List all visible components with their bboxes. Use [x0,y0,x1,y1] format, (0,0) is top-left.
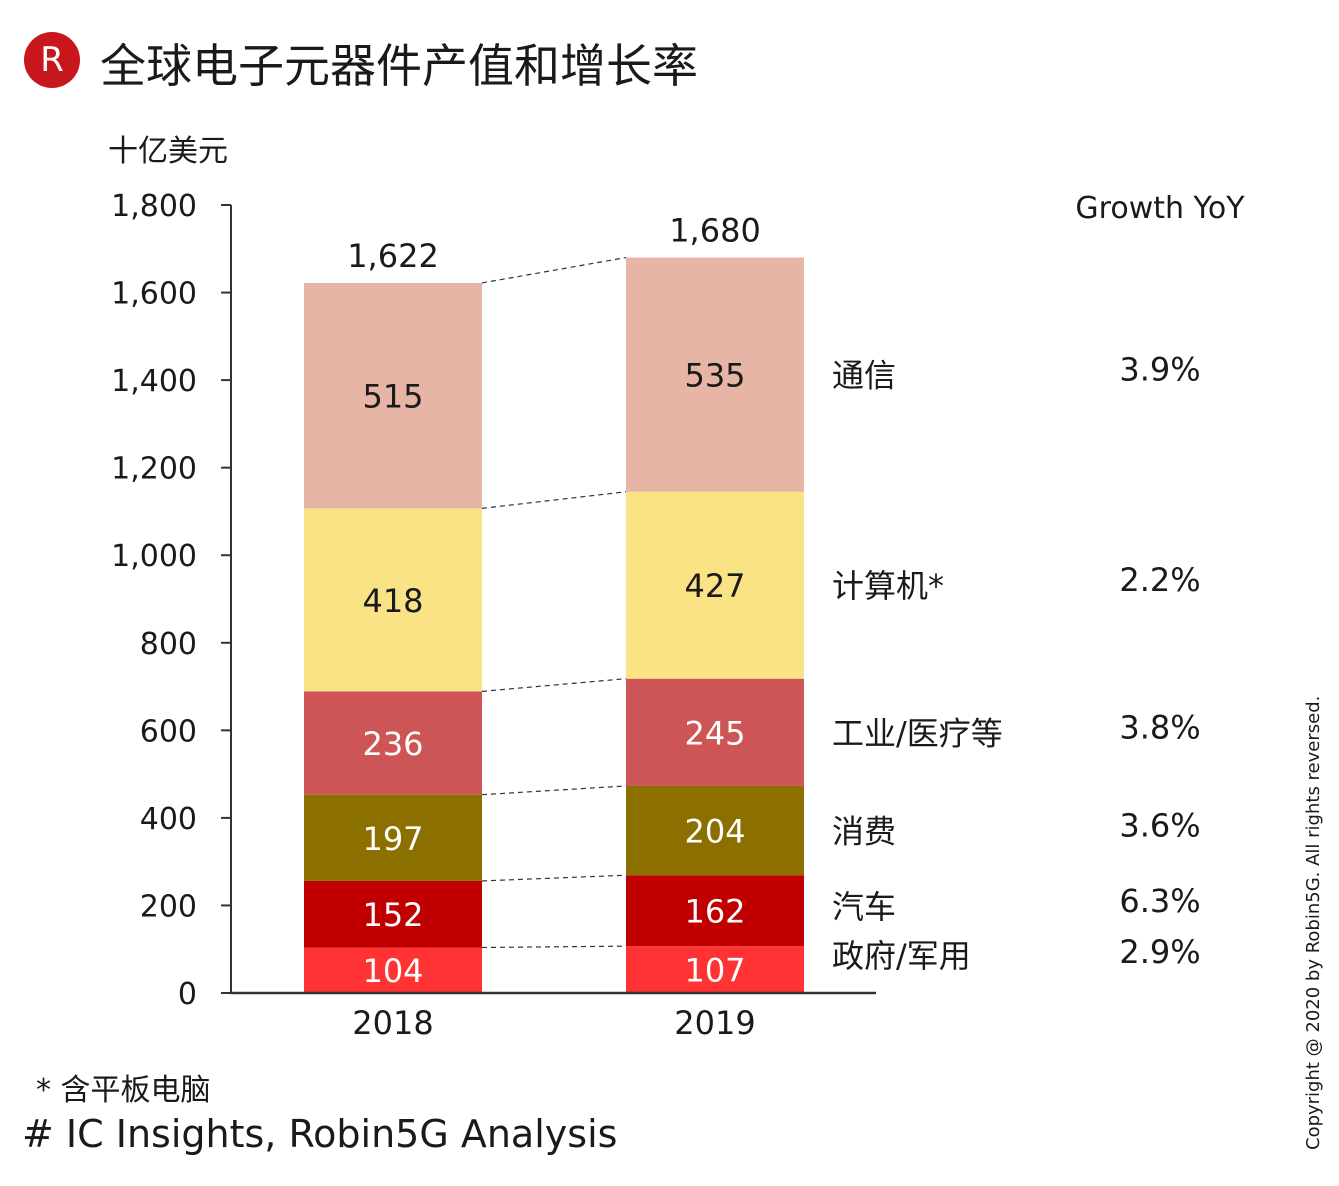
bar-segment [626,946,804,993]
y-tick-label: 600 [140,714,197,749]
x-tick-label: 2019 [674,1004,755,1042]
series-label: 汽车 [832,888,896,926]
bar-segment [626,875,804,947]
growth-value: 2.2% [1119,561,1200,599]
brand-logo: R [24,32,80,88]
data-label: 418 [362,582,423,620]
series-label: 政府/军用 [832,937,971,975]
bar-segment [304,508,482,692]
y-tick-label: 0 [178,977,197,1012]
data-label: 535 [684,357,745,395]
data-label: 204 [684,813,745,851]
y-tick-label: 800 [140,627,197,662]
bar-segment [304,282,482,509]
growth-value: 6.3% [1119,882,1200,920]
y-tick-label: 1,200 [111,452,197,487]
growth-value: 3.8% [1119,708,1200,746]
y-tick-label: 1,400 [111,364,197,399]
connector-line [481,785,627,796]
y-axis-unit-label: 十亿美元 [108,134,228,169]
connector-line [481,491,627,509]
data-label: 152 [362,896,423,934]
logo-letter: R [40,40,64,80]
connector-line [481,945,627,949]
data-label: 515 [362,378,423,416]
data-label: 162 [684,893,745,931]
total-label: 1,680 [669,212,761,250]
connector-line [481,256,627,284]
y-tick-label: 400 [140,802,197,837]
bar-segment [304,947,482,993]
connector-line [481,874,627,882]
bar-segment [626,491,804,679]
bar-segment [626,678,804,786]
y-tick-label: 1,800 [111,189,197,224]
data-label: 245 [684,714,745,752]
data-label: 197 [362,820,423,858]
total-label: 1,622 [347,237,439,275]
data-label: 104 [362,952,423,990]
growth-value: 2.9% [1119,933,1200,971]
source-note: # IC Insights, Robin5G Analysis [22,1112,618,1156]
bar-segment [626,257,804,492]
data-label: 236 [362,725,423,763]
data-label: 427 [684,567,745,605]
connector-line [481,678,627,692]
y-tick-label: 1,000 [111,539,197,574]
x-tick-label: 2018 [352,1004,433,1042]
bar-segment [304,880,482,948]
data-label: 107 [684,952,745,990]
series-label: 通信 [832,357,896,395]
series-label: 消费 [832,813,896,851]
bar-segment [304,691,482,795]
y-tick-label: 1,600 [111,277,197,312]
growth-value: 3.6% [1119,807,1200,845]
copyright-note: Copyright @ 2020 by Robin5G. All rights … [1303,695,1324,1150]
series-label: 工业/医疗等 [832,714,1003,752]
chart-title: 全球电子元器件产值和增长率 [100,39,698,93]
series-label: 计算机* [832,567,944,605]
growth-header: Growth YoY [1075,191,1245,226]
footnote: * 含平板电脑 [36,1073,211,1108]
growth-value: 3.9% [1119,351,1200,389]
bar-segment [304,794,482,881]
y-tick-label: 200 [140,889,197,924]
bar-segment [626,785,804,876]
